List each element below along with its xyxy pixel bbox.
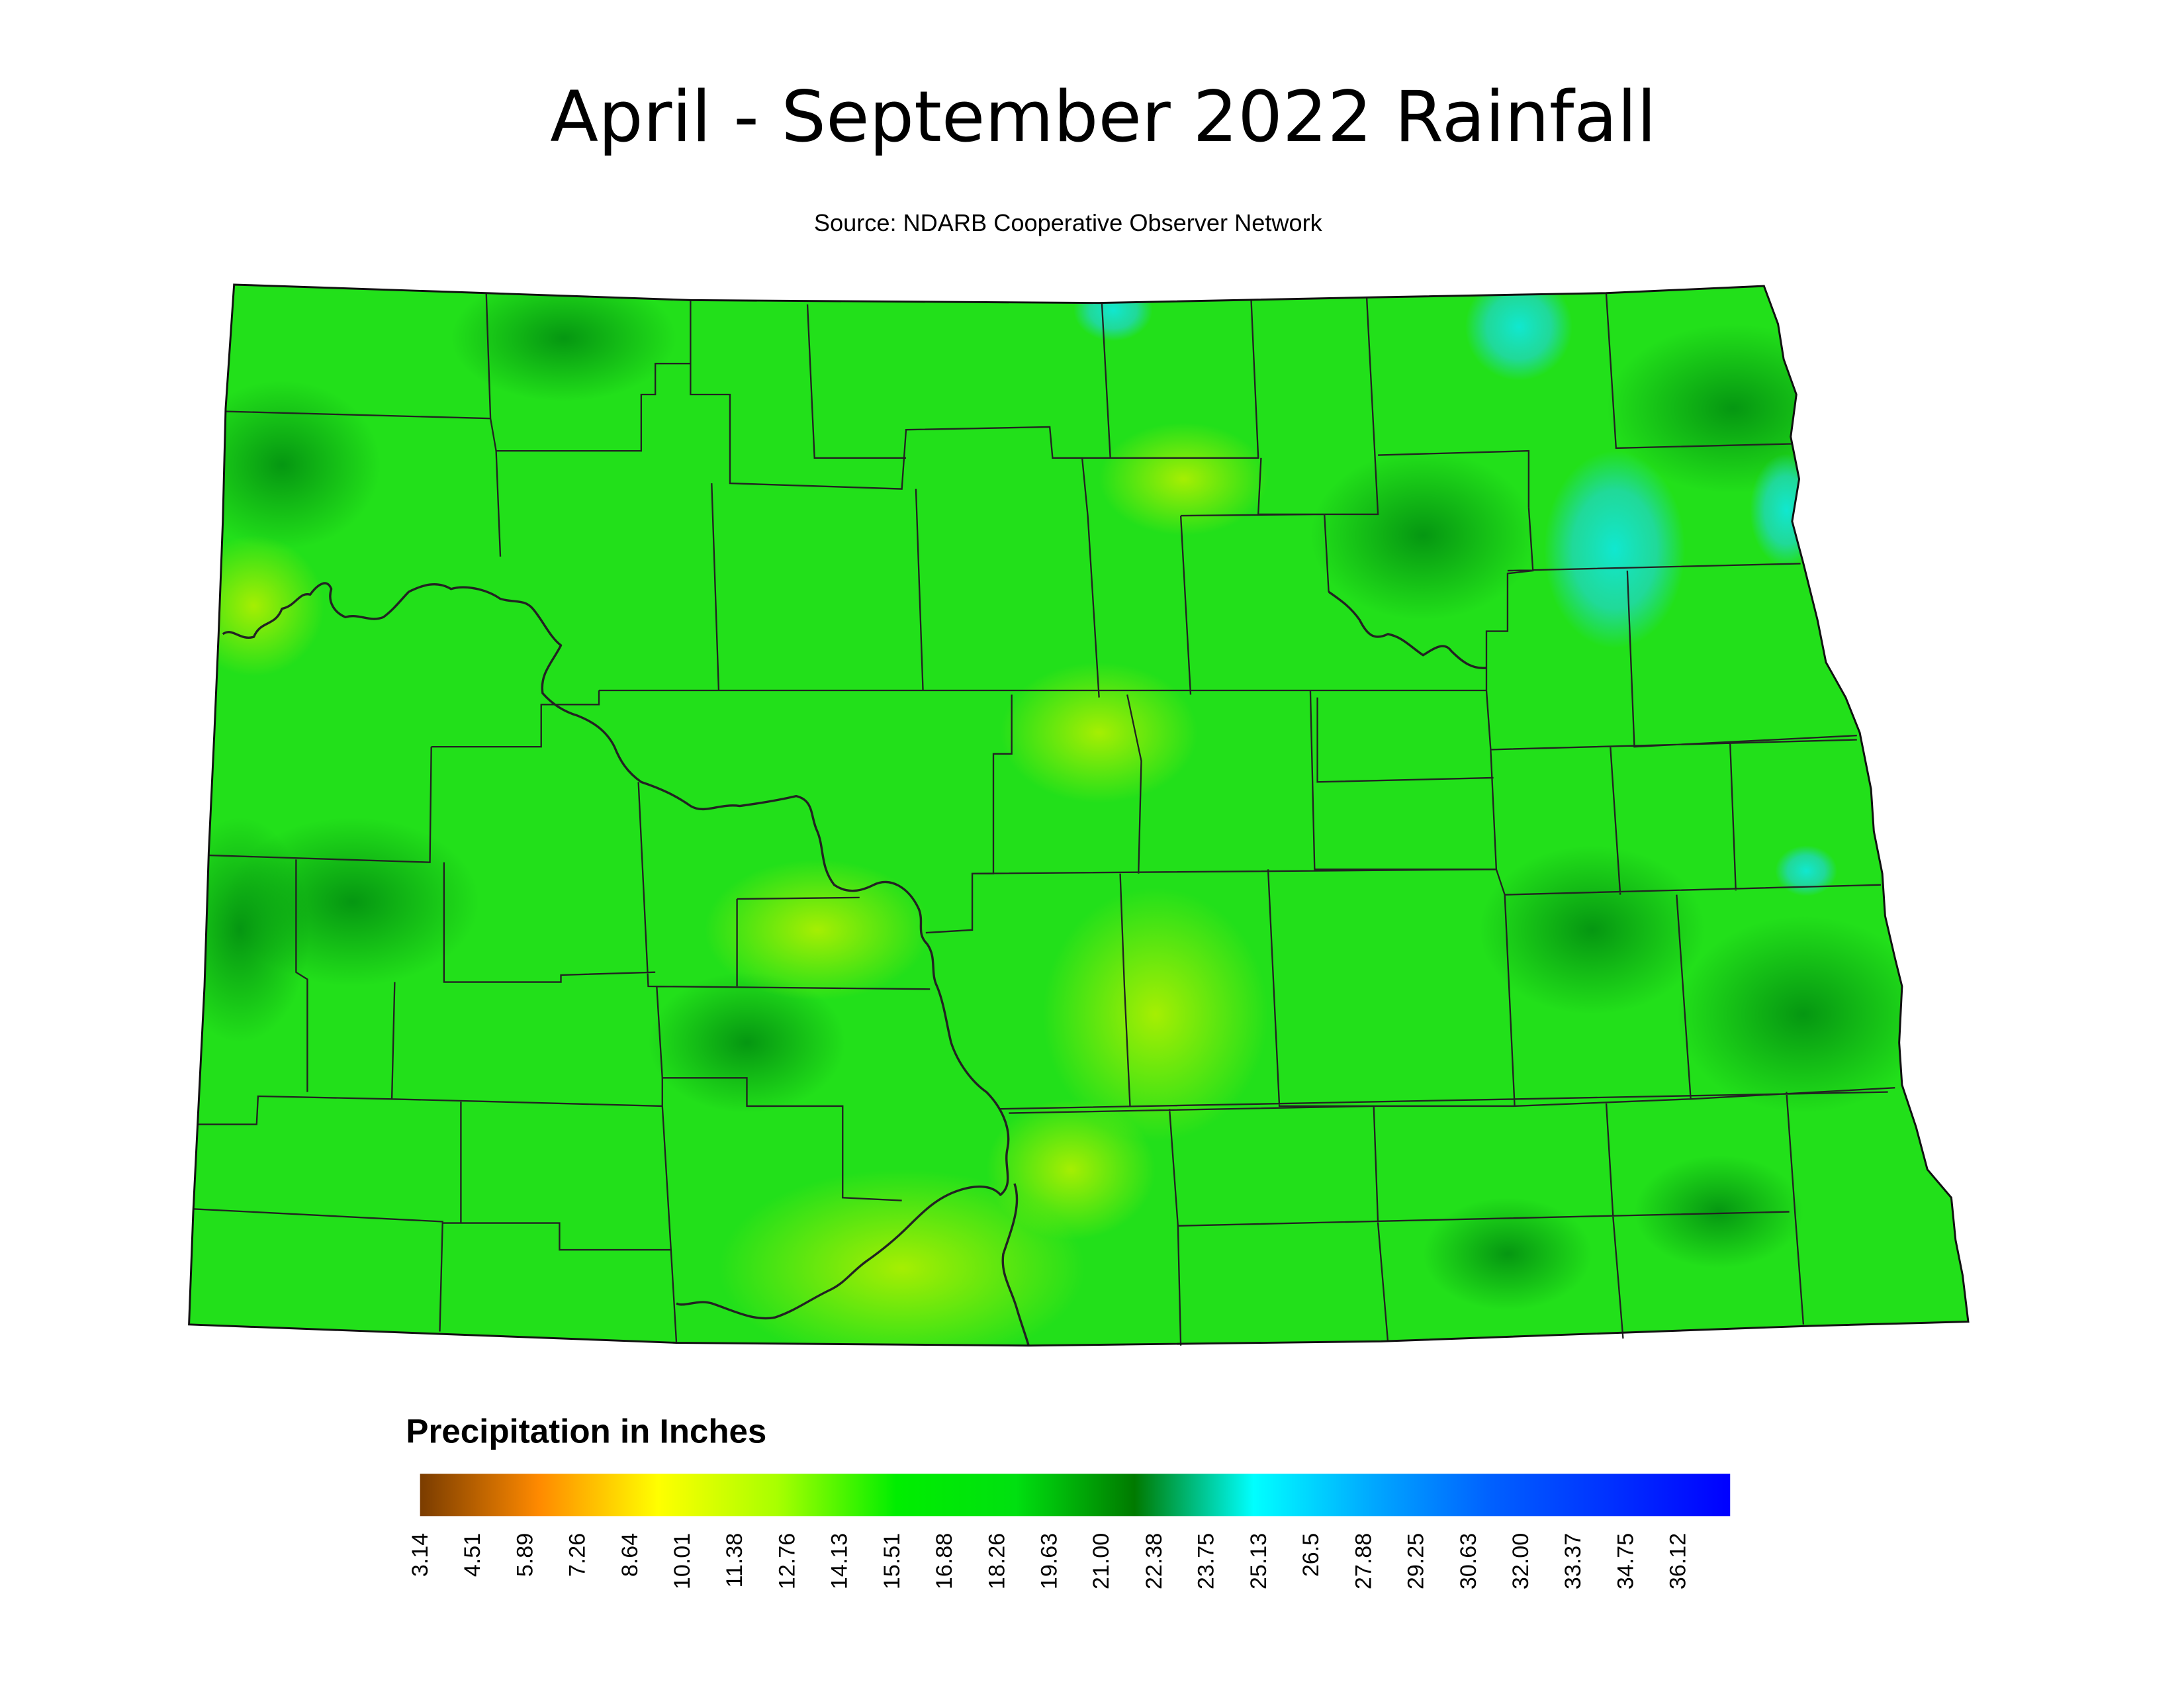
legend-tick-label: 21.00: [1089, 1533, 1114, 1589]
legend-tick-label: 16.88: [932, 1533, 957, 1589]
legend-tick-label: 15.51: [880, 1533, 905, 1589]
legend-tick-label: 19.63: [1036, 1533, 1062, 1589]
legend-tick-label: 22.38: [1142, 1533, 1167, 1589]
legend-tick-label: 14.13: [827, 1533, 852, 1589]
legend-tick-label: 12.76: [774, 1533, 799, 1589]
legend-tick-label: 11.38: [722, 1533, 747, 1588]
legend-tick-label: 3.14: [408, 1533, 433, 1577]
rainfall-surface: [189, 284, 1968, 1346]
legend-tick-label: 25.13: [1246, 1533, 1271, 1589]
colorbar: [420, 1474, 1731, 1517]
legend-tick-label: 29.25: [1404, 1533, 1429, 1589]
map-title: April - September 2022 Rainfall: [550, 76, 1656, 158]
county-lines: [193, 293, 1895, 1346]
legend-tick-label: 36.12: [1666, 1533, 1691, 1589]
legend-tick-label: 8.64: [617, 1533, 643, 1577]
legend-tick-label: 18.26: [984, 1533, 1009, 1589]
legend-tick-label: 10.01: [670, 1533, 695, 1589]
legend-tick-label: 23.75: [1194, 1533, 1219, 1589]
map-subtitle: Source: NDARB Cooperative Observer Netwo…: [814, 209, 1323, 236]
legend-tick-label: 32.00: [1508, 1533, 1533, 1589]
legend-tick-label: 5.89: [512, 1533, 537, 1577]
legend-tick-label: 33.37: [1561, 1533, 1586, 1589]
legend-tick-label: 4.51: [460, 1533, 485, 1577]
legend-tick-label: 26.5: [1298, 1533, 1324, 1577]
legend-tick-label: 27.88: [1351, 1533, 1377, 1589]
legend-tick-label: 34.75: [1614, 1533, 1639, 1589]
legend-ticks: 3.14 4.51 5.89 7.26 8.64 10.01 11.38 12.76 14.13…: [408, 1533, 1691, 1589]
legend-tick-label: 7.26: [565, 1533, 590, 1577]
legend-tick-label: 30.63: [1456, 1533, 1481, 1589]
legend-title: Precipitation in Inches: [406, 1413, 766, 1450]
